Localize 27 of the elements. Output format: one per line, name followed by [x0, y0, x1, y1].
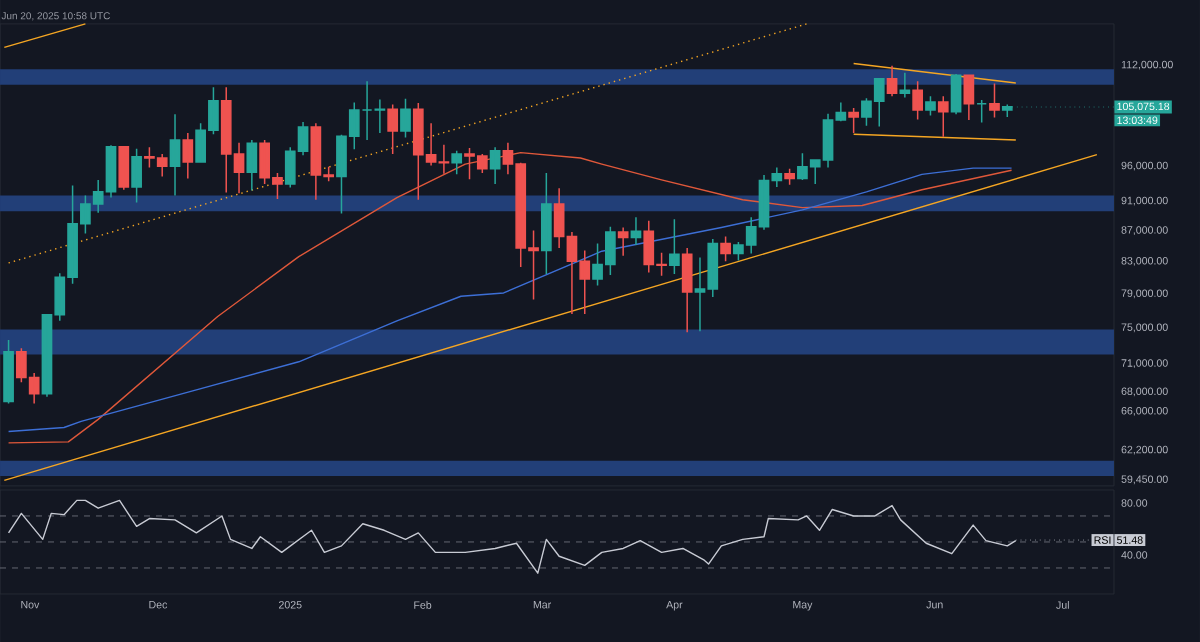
candlestick — [630, 216, 642, 246]
candlestick — [848, 107, 859, 134]
candlestick — [489, 146, 501, 185]
candlestick — [451, 149, 463, 176]
candlestick — [976, 99, 988, 124]
candlestick — [118, 145, 130, 191]
candlestick — [784, 168, 795, 186]
candlestick — [540, 172, 552, 275]
candlestick — [131, 147, 142, 204]
candlestick — [989, 82, 1000, 119]
candlestick — [925, 95, 936, 117]
candlestick — [912, 80, 924, 121]
candlestick — [387, 103, 399, 155]
candlestick — [886, 65, 898, 98]
candlestick — [3, 339, 14, 405]
candlestick — [400, 98, 411, 139]
candlestick — [950, 73, 962, 116]
candlestick — [937, 95, 949, 138]
candlestick — [617, 226, 629, 257]
candlestick — [681, 247, 693, 333]
candlestick — [169, 113, 181, 197]
candlestick — [669, 218, 680, 275]
candlestick — [246, 139, 258, 192]
candlestick — [963, 73, 975, 121]
candlestick — [720, 235, 731, 263]
candlestick — [899, 72, 911, 99]
candlestick — [182, 132, 194, 180]
